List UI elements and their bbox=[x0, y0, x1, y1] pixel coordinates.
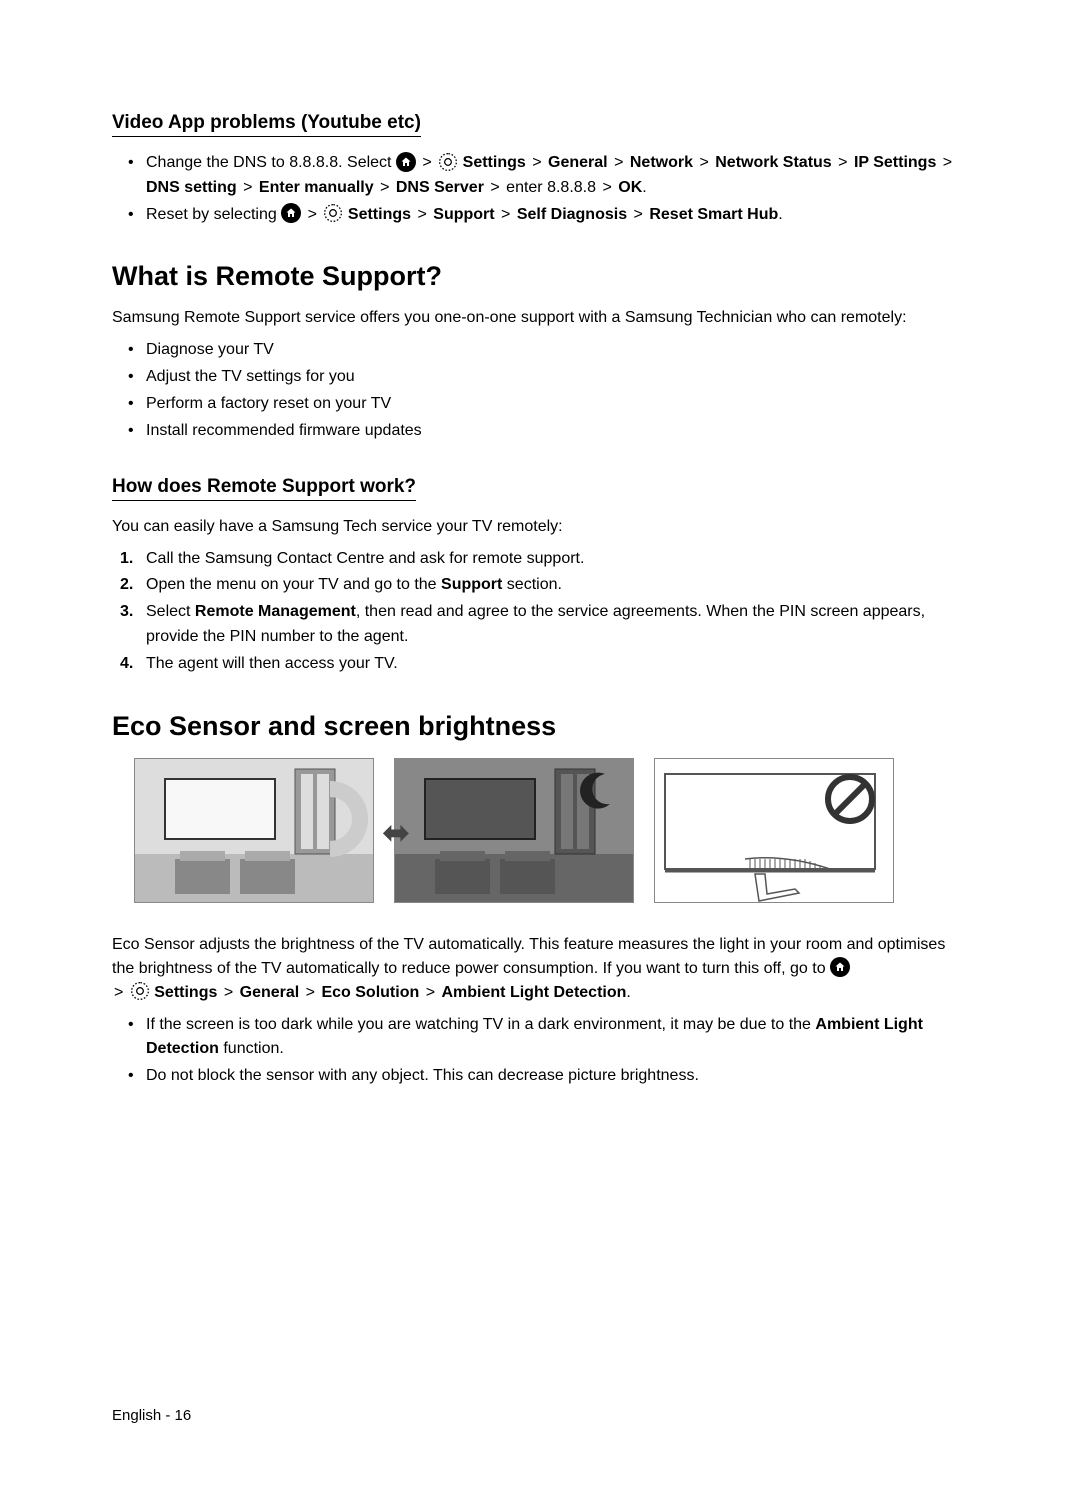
chevron: > bbox=[614, 154, 623, 171]
chevron: > bbox=[380, 179, 389, 196]
text: Settings bbox=[154, 984, 217, 1001]
double-arrow-icon: ⬌ bbox=[382, 813, 411, 853]
list-item: Adjust the TV settings for you bbox=[134, 365, 968, 390]
heading-eco-sensor: Eco Sensor and screen brightness bbox=[112, 711, 968, 742]
text: Eco Sensor adjusts the brightness of the… bbox=[112, 936, 945, 977]
bullet-reset: Reset by selecting > Settings > Support … bbox=[134, 203, 968, 228]
list-item: Call the Samsung Contact Centre and ask … bbox=[134, 547, 968, 572]
text: OK bbox=[618, 179, 642, 196]
text: DNS setting bbox=[146, 179, 237, 196]
gear-icon bbox=[130, 981, 150, 1001]
chevron: > bbox=[838, 154, 847, 171]
list-item: If the screen is too dark while you are … bbox=[134, 1013, 968, 1063]
text: Settings bbox=[463, 154, 526, 171]
text: function. bbox=[219, 1040, 284, 1057]
text: Select bbox=[146, 603, 195, 620]
list-item: Install recommended firmware updates bbox=[134, 419, 968, 444]
text: If the screen is too dark while you are … bbox=[146, 1016, 815, 1033]
chevron: > bbox=[532, 154, 541, 171]
illustration-dark-room bbox=[394, 758, 634, 903]
chevron: > bbox=[306, 984, 315, 1001]
list-item: Perform a factory reset on your TV bbox=[134, 392, 968, 417]
text: Reset Smart Hub bbox=[649, 206, 778, 223]
chevron: > bbox=[501, 206, 510, 223]
text: Remote Management bbox=[195, 603, 356, 620]
text: DNS Server bbox=[396, 179, 484, 196]
text: Open the menu on your TV and go to the bbox=[146, 576, 441, 593]
chevron: > bbox=[422, 154, 431, 171]
chevron: > bbox=[308, 206, 317, 223]
home-icon bbox=[281, 203, 301, 223]
chevron: > bbox=[243, 179, 252, 196]
text: Eco Solution bbox=[321, 984, 419, 1001]
remote-support-bullets: Diagnose your TV Adjust the TV settings … bbox=[112, 338, 968, 443]
remote-support-intro: Samsung Remote Support service offers yo… bbox=[112, 306, 968, 330]
list-item: The agent will then access your TV. bbox=[134, 652, 968, 677]
chevron: > bbox=[602, 179, 611, 196]
chevron: > bbox=[224, 984, 233, 1001]
list-item: Select Remote Management, then read and … bbox=[134, 600, 968, 650]
gear-icon bbox=[323, 203, 343, 223]
text: section. bbox=[502, 576, 562, 593]
list-item: Do not block the sensor with any object.… bbox=[134, 1064, 968, 1089]
chevron: > bbox=[943, 154, 952, 171]
text: General bbox=[548, 154, 608, 171]
eco-sensor-para: Eco Sensor adjusts the brightness of the… bbox=[112, 933, 968, 1005]
chevron: > bbox=[699, 154, 708, 171]
how-remote-intro: You can easily have a Samsung Tech servi… bbox=[112, 515, 968, 539]
text: Support bbox=[433, 206, 494, 223]
chevron: > bbox=[634, 206, 643, 223]
chevron: > bbox=[114, 984, 123, 1001]
illustration-do-not-block bbox=[654, 758, 894, 903]
text: Enter manually bbox=[259, 179, 374, 196]
text: Network bbox=[630, 154, 693, 171]
text: Support bbox=[441, 576, 502, 593]
illustration-bright-room bbox=[134, 758, 374, 903]
text: General bbox=[240, 984, 300, 1001]
text: Settings bbox=[348, 206, 411, 223]
text: Reset by selecting bbox=[146, 206, 281, 223]
text: Network Status bbox=[715, 154, 831, 171]
video-app-bullets: Change the DNS to 8.8.8.8. Select > Sett… bbox=[112, 151, 968, 227]
list-item: Diagnose your TV bbox=[134, 338, 968, 363]
text: IP Settings bbox=[854, 154, 936, 171]
how-remote-steps: Call the Samsung Contact Centre and ask … bbox=[112, 547, 968, 677]
bullet-dns: Change the DNS to 8.8.8.8. Select > Sett… bbox=[134, 151, 968, 201]
gear-icon bbox=[438, 152, 458, 172]
text: Change the DNS to 8.8.8.8. Select bbox=[146, 154, 396, 171]
eco-sensor-images: ⬌ bbox=[134, 758, 968, 903]
section-title-how-remote: How does Remote Support work? bbox=[112, 476, 416, 501]
chevron: > bbox=[490, 179, 499, 196]
chevron: > bbox=[426, 984, 435, 1001]
home-icon bbox=[396, 152, 416, 172]
text: Self Diagnosis bbox=[517, 206, 627, 223]
eco-sensor-bullets: If the screen is too dark while you are … bbox=[112, 1013, 968, 1089]
page-footer: English - 16 bbox=[112, 1407, 191, 1424]
text: enter 8.8.8.8 bbox=[502, 179, 601, 196]
home-icon bbox=[830, 957, 850, 977]
list-item: Open the menu on your TV and go to the S… bbox=[134, 573, 968, 598]
heading-remote-support: What is Remote Support? bbox=[112, 261, 968, 292]
text: Ambient Light Detection bbox=[442, 984, 627, 1001]
chevron: > bbox=[417, 206, 426, 223]
section-title-video-app: Video App problems (Youtube etc) bbox=[112, 112, 421, 137]
